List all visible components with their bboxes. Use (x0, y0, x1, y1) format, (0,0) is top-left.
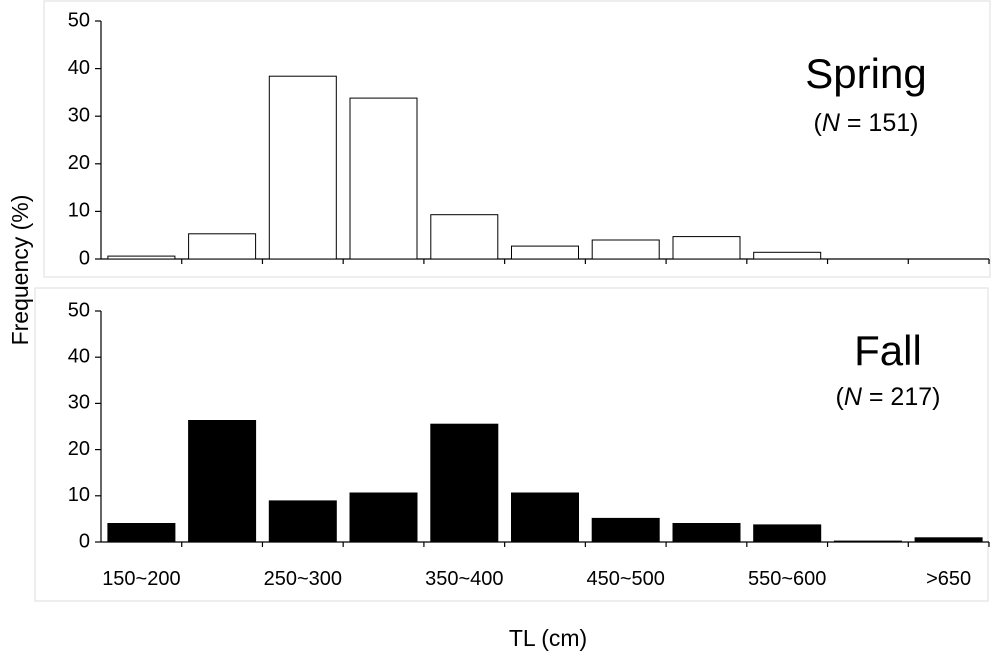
fall-bar (833, 540, 902, 543)
fall-bar (511, 492, 579, 543)
spring-y-tick-label: 40 (68, 57, 90, 79)
x-tick-label: 550~600 (748, 568, 826, 590)
fall-sample-size: (N = 217) (836, 383, 941, 411)
fall-panel-title: Fall (854, 327, 922, 374)
spring-bar (349, 97, 418, 260)
spring-y-tick-label: 30 (68, 104, 90, 126)
spring-bar (268, 75, 337, 260)
spring-bar (430, 214, 499, 260)
fall-y-tick-label: 0 (79, 530, 90, 552)
fall-bar (753, 524, 822, 543)
fall-y-tick-label: 40 (68, 345, 90, 367)
fall-y-tick-label: 20 (68, 438, 90, 460)
spring-bar (107, 255, 176, 260)
spring-panel: 0 10 20 30 40 50 Spring (N = 151) (68, 9, 990, 269)
fall-bar (430, 423, 499, 543)
spring-panel-frame (43, 0, 991, 278)
fall-y-tick-label: 10 (68, 484, 90, 506)
fall-bar (268, 500, 337, 543)
fall-bar (672, 523, 741, 543)
x-tick-label: 350~400 (425, 568, 503, 590)
spring-y-tick-label: 10 (68, 200, 90, 222)
spring-sample-size: (N = 151) (814, 109, 919, 137)
fall-y-tick-label: 50 (68, 299, 90, 321)
x-tick-label: >650 (926, 568, 971, 590)
fall-bar (914, 537, 983, 543)
fall-bar (591, 517, 660, 543)
x-tick-label: 150~200 (102, 568, 180, 590)
spring-bar (511, 245, 579, 260)
fall-bar (349, 492, 418, 543)
x-tick-label: 450~500 (586, 568, 664, 590)
fall-panel-frame (34, 287, 989, 602)
spring-y-tick-label: 20 (68, 152, 90, 174)
spring-bar (591, 239, 660, 260)
fall-panel: 0 10 20 30 40 50 Fall (N = 217) 150~200 250~300 35… (68, 299, 990, 590)
spring-panel-title: Spring (805, 50, 926, 97)
spring-y-tick-label: 0 (79, 247, 90, 269)
fall-bar (107, 523, 176, 543)
y-axis-title: Frequency (%) (7, 195, 33, 346)
spring-bar (753, 251, 822, 260)
x-axis-title: TL (cm) (509, 625, 587, 651)
fall-bar (188, 420, 257, 543)
spring-bar (188, 233, 257, 260)
fall-y-tick-label: 30 (68, 392, 90, 414)
x-tick-label: 250~300 (264, 568, 342, 590)
spring-bar (672, 236, 741, 260)
spring-y-tick-label: 50 (68, 9, 90, 31)
